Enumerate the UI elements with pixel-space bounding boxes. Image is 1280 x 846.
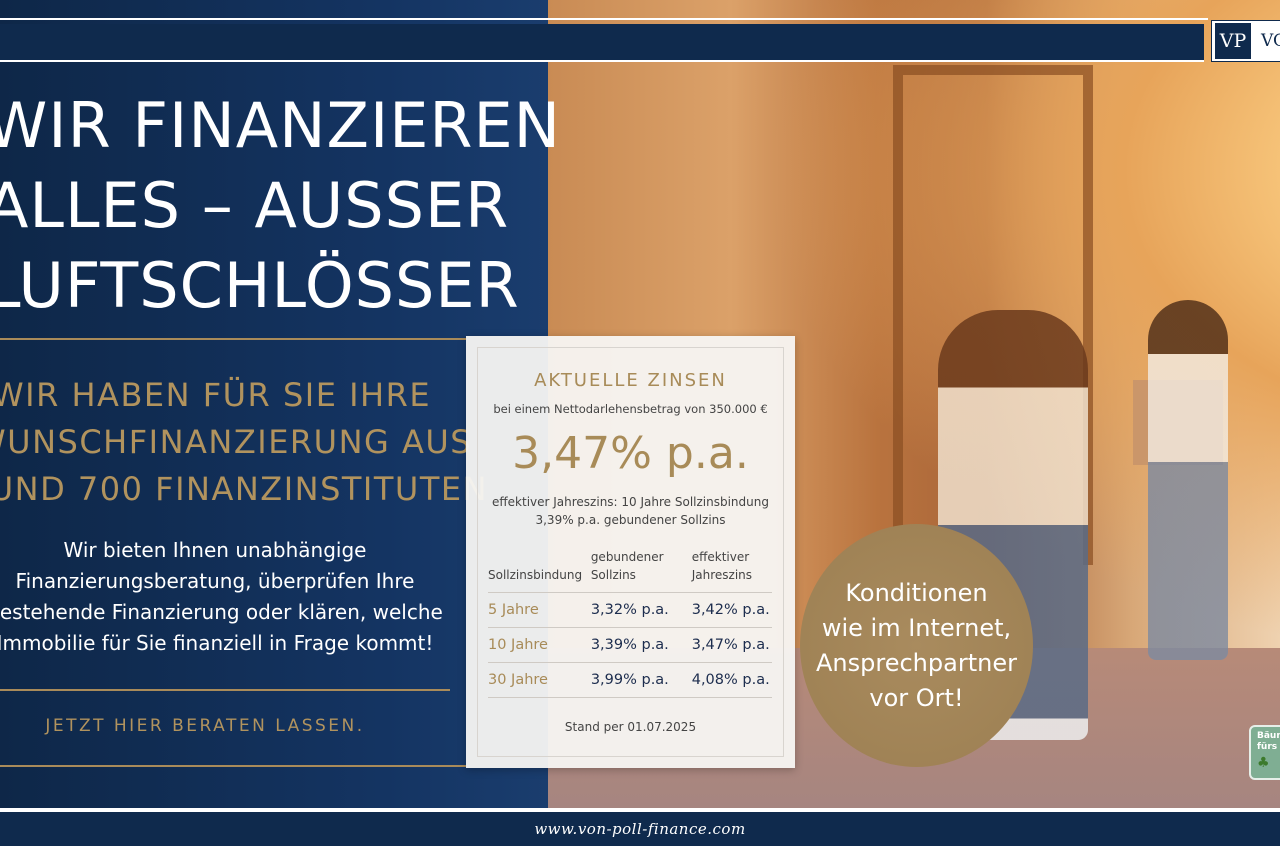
subhead-line: WIR HABEN FÜR SIE IHRE (0, 376, 432, 414)
trees-badge: Bäum fürs ♣ (1249, 725, 1280, 780)
von-poll-logo: VP VO (1211, 20, 1280, 62)
circle-line: wie im Internet, (821, 613, 1012, 642)
badge-line: fürs (1257, 742, 1278, 752)
rate-note: effektiver Jahreszins: 10 Jahre Sollzins… (466, 493, 795, 529)
subhead-line: WUNSCHFINANZIERUNG AUS (0, 423, 473, 461)
rate-cell: 4,08% p.a. (691, 662, 772, 698)
term-cell: 5 Jahre (488, 592, 591, 628)
rate-cell: 3,99% p.a. (590, 662, 692, 698)
body-text: Wir bieten Ihnen unabhängige Finanzierun… (0, 538, 443, 655)
rates-table: Sollzinsbindung gebundener Sollzins effe… (488, 548, 772, 698)
column-header: effektiver Jahreszins (691, 550, 753, 582)
bottom-divider (0, 808, 1280, 812)
cta-text[interactable]: JETZT HIER BERATEN LASSEN. (45, 716, 365, 736)
featured-rate: 3,47% p.a. (512, 428, 749, 479)
rate-cell: 3,39% p.a. (590, 627, 692, 663)
website-link[interactable]: www.von-poll-finance.com (534, 820, 746, 838)
column-header: Sollzinsbindung (488, 568, 583, 582)
headline-line: ALLES – AUSSER (0, 169, 510, 242)
circle-line: Ansprechpartner (816, 648, 1017, 677)
headline: WIR FINANZIEREN ALLES – AUSSER LUFTSCHLÖ… (0, 86, 561, 326)
table-row: 10 Jahre 3,39% p.a. 3,47% p.a. (488, 627, 772, 663)
table-row: 30 Jahre 3,99% p.a. 4,08% p.a. (488, 662, 772, 698)
top-band (0, 24, 1204, 62)
circle-line: vor Ort! (869, 683, 964, 712)
rate-cell: 3,47% p.a. (691, 627, 772, 663)
rates-date: Stand per 01.07.2025 (564, 720, 697, 734)
subhead-line: RUND 700 FINANZINSTITUTEN (0, 470, 489, 508)
logo-mark: VP (1215, 23, 1251, 59)
woman-figure (1148, 300, 1228, 660)
rate-note-line: 3,39% p.a. gebundener Sollzins (535, 513, 726, 527)
circle-line: Konditionen (845, 578, 988, 607)
top-divider (0, 18, 1208, 20)
card-border (477, 347, 784, 757)
card-subtitle: bei einem Nettodarlehensbetrag von 350.0… (493, 402, 768, 416)
gold-divider (0, 689, 450, 691)
rate-cell: 3,42% p.a. (691, 592, 772, 628)
column-header: gebundener Sollzins (590, 550, 664, 582)
rates-card: AKTUELLE ZINSEN bei einem Nettodarlehens… (466, 336, 795, 768)
rate-cell: 3,32% p.a. (590, 592, 692, 628)
card-title: AKTUELLE ZINSEN (534, 370, 727, 391)
table-header: Sollzinsbindung gebundener Sollzins effe… (488, 548, 772, 593)
conditions-circle: Konditionen wie im Internet, Ansprechpar… (800, 524, 1033, 767)
subheadline: WIR HABEN FÜR SIE IHRE WUNSCHFINANZIERUN… (0, 372, 488, 513)
headline-line: WIR FINANZIEREN (0, 89, 562, 162)
left-panel (0, 0, 548, 808)
table-row: 5 Jahre 3,32% p.a. 3,42% p.a. (488, 592, 772, 628)
badge-line: Bäum (1257, 731, 1280, 741)
gold-divider (0, 765, 466, 767)
gold-divider (0, 338, 466, 340)
term-cell: 30 Jahre (488, 662, 591, 698)
footer: www.von-poll-finance.com (0, 812, 1280, 843)
rate-note-line: effektiver Jahreszins: 10 Jahre Sollzins… (492, 495, 769, 509)
headline-line: LUFTSCHLÖSSER (0, 249, 520, 322)
doorway (893, 65, 1093, 565)
term-cell: 10 Jahre (488, 627, 591, 663)
logo-text: VO (1261, 31, 1280, 51)
tree-icon: ♣ (1257, 755, 1270, 771)
